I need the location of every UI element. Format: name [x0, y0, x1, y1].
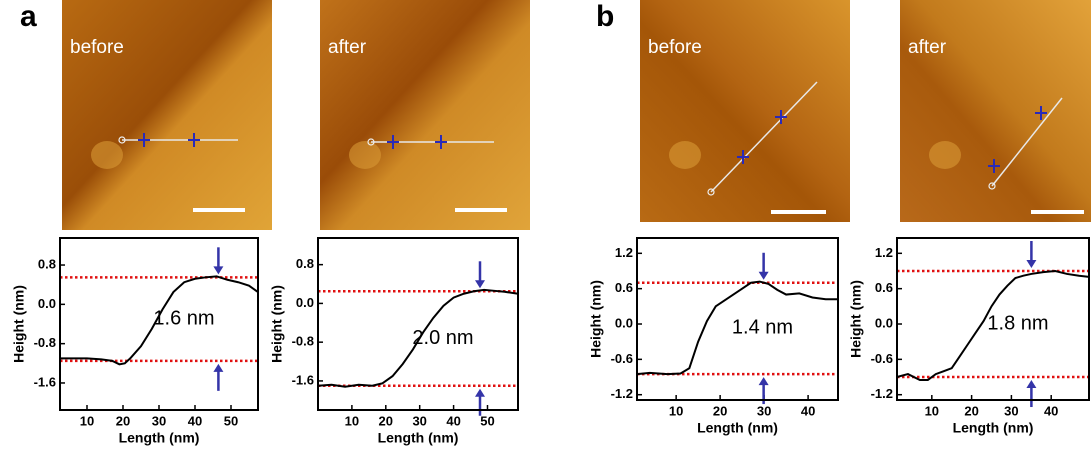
x-tick-label: 20 [964, 403, 978, 418]
y-tick-label: 0.0 [296, 295, 314, 310]
annotation: 1.8 nm [987, 312, 1048, 334]
y-tick-label: 1.2 [875, 245, 893, 260]
y-tick-label: -1.2 [611, 386, 633, 401]
y-tick-label: 1.2 [615, 245, 633, 260]
x-tick-label: 40 [1044, 403, 1058, 418]
x-axis-label: Length (nm) [119, 430, 200, 446]
x-tick-label: 50 [224, 413, 238, 428]
arrow-head [1026, 380, 1037, 389]
x-tick-label: 10 [80, 413, 94, 428]
y-tick-label: -0.8 [292, 334, 314, 349]
y-tick-label: 0.0 [875, 315, 893, 330]
y-tick-label: 0.8 [296, 256, 314, 271]
y-tick-label: 0.6 [615, 280, 633, 295]
profile-start [118, 136, 126, 144]
plot-frame [896, 237, 1090, 401]
profile-line [991, 97, 1063, 187]
arrow-head [213, 363, 224, 372]
image-label: after [328, 37, 367, 58]
y-axis-label: Height (nm) [588, 280, 604, 358]
annotation: 2.0 nm [412, 327, 473, 349]
arrow-head [475, 280, 485, 289]
plot-frame [317, 237, 519, 411]
panel-label: a [20, 0, 37, 33]
image-label: after [908, 37, 947, 58]
x-tick-label: 50 [480, 413, 494, 428]
image-label: before [648, 37, 702, 58]
afm-image [900, 0, 1091, 222]
afm-feature [669, 141, 701, 169]
y-tick-label: 0.0 [38, 296, 56, 311]
profile-start [367, 138, 375, 146]
x-tick-label: 30 [412, 413, 426, 428]
y-tick-label: -0.6 [611, 351, 633, 366]
y-tick-label: -0.6 [871, 351, 893, 366]
plot-frame [59, 237, 259, 411]
panel-label: b [596, 0, 614, 33]
x-tick-label: 20 [379, 413, 393, 428]
x-tick-label: 40 [446, 413, 460, 428]
x-tick-label: 40 [188, 413, 202, 428]
y-tick-label: -1.2 [871, 386, 893, 401]
annotation: 1.6 nm [153, 307, 214, 329]
x-axis-label: Length (nm) [953, 420, 1034, 436]
x-tick-label: 30 [1004, 403, 1018, 418]
plot-frame [636, 237, 839, 401]
profile-curve [636, 280, 838, 376]
x-tick-label: 20 [116, 413, 130, 428]
x-axis-label: Length (nm) [697, 420, 778, 436]
image-label: before [70, 37, 124, 58]
annotation: 1.4 nm [732, 317, 793, 339]
x-axis-label: Length (nm) [378, 430, 459, 446]
y-axis-label: Height (nm) [11, 285, 27, 363]
profile-curve [60, 275, 259, 366]
afm-feature [929, 141, 961, 169]
y-tick-label: -0.8 [34, 335, 56, 350]
profile-start [988, 182, 996, 190]
y-tick-label: 0.0 [615, 315, 633, 330]
y-tick-label: 0.6 [875, 280, 893, 295]
y-tick-label: -1.6 [292, 372, 314, 387]
x-tick-label: 10 [345, 413, 359, 428]
x-tick-label: 20 [713, 403, 727, 418]
afm-feature [91, 141, 123, 169]
y-tick-label: 0.8 [38, 256, 56, 271]
profile-line [710, 81, 818, 193]
y-tick-label: -1.6 [34, 374, 56, 389]
profile-curve [896, 269, 1090, 381]
profile-curve [317, 288, 519, 388]
arrow-head [475, 388, 485, 397]
arrow-head [758, 271, 769, 280]
x-tick-label: 10 [669, 403, 683, 418]
arrow-head [1026, 259, 1037, 268]
afm-image [320, 0, 530, 230]
arrow-head [758, 377, 769, 386]
x-tick-label: 10 [925, 403, 939, 418]
profile-start [707, 188, 715, 196]
afm-feature [349, 141, 381, 169]
x-tick-label: 30 [152, 413, 166, 428]
afm-image [640, 0, 850, 222]
x-tick-label: 40 [801, 403, 815, 418]
x-tick-label: 30 [757, 403, 771, 418]
afm-image [62, 0, 272, 230]
y-axis-label: Height (nm) [269, 285, 285, 363]
y-axis-label: Height (nm) [848, 280, 864, 358]
arrow-head [213, 266, 224, 275]
